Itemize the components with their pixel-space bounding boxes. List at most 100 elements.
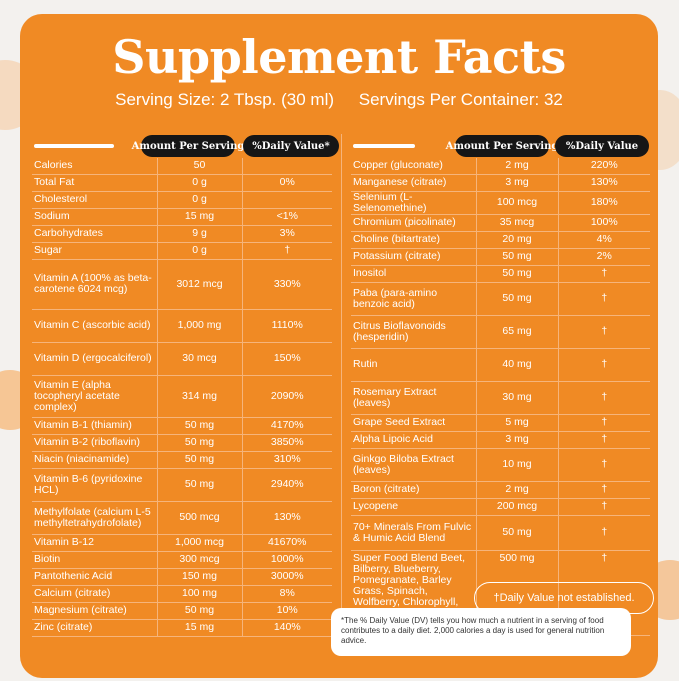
nutrient-row: Paba (para-amino benzoic acid) 50 mg † bbox=[351, 282, 650, 316]
nutrient-daily-value: † bbox=[557, 381, 650, 415]
nutrient-amount: 2 mg bbox=[475, 158, 558, 175]
nutrient-daily-value: 2% bbox=[557, 248, 650, 266]
nutrient-daily-value: † bbox=[557, 515, 650, 551]
nutrient-daily-value: 130% bbox=[557, 174, 650, 192]
nutrient-row: Vitamin C (ascorbic acid) 1,000 mg 1110% bbox=[32, 309, 332, 343]
nutrient-row: Vitamin D (ergocalciferol) 30 mcg 150% bbox=[32, 342, 332, 376]
nutrient-amount: 30 mcg bbox=[156, 342, 242, 376]
nutrient-amount: 10 mg bbox=[475, 448, 558, 482]
nutrient-amount: 50 mg bbox=[156, 417, 242, 435]
nutrient-name: Pantothenic Acid bbox=[32, 568, 157, 586]
nutrient-name: Magnesium (citrate) bbox=[32, 602, 157, 620]
nutrient-amount: 50 mg bbox=[475, 282, 558, 316]
nutrient-daily-value: 2090% bbox=[241, 375, 332, 418]
nutrient-daily-value: 180% bbox=[557, 191, 650, 215]
nutrient-amount: 40 mg bbox=[475, 348, 558, 382]
nutrient-daily-value: 8% bbox=[241, 585, 332, 603]
nutrient-daily-value bbox=[241, 158, 332, 175]
nutrient-name: Rutin bbox=[351, 348, 476, 382]
nutrient-amount: 300 mcg bbox=[156, 551, 242, 569]
nutrient-name: Citrus Bioflavonoids (hesperidin) bbox=[351, 315, 476, 349]
nutrient-daily-value: † bbox=[557, 431, 650, 449]
serving-size: Serving Size: 2 Tbsp. (30 ml) bbox=[115, 90, 335, 109]
nutrient-amount: 30 mg bbox=[475, 381, 558, 415]
nutrient-name: Vitamin A (100% as beta-carotene 6024 mc… bbox=[32, 259, 157, 310]
nutrient-row: Rosemary Extract (leaves) 30 mg † bbox=[351, 381, 650, 415]
nutrient-row: Biotin 300 mcg 1000% bbox=[32, 551, 332, 569]
nutrient-name: Biotin bbox=[32, 551, 157, 569]
nutrient-daily-value: † bbox=[557, 348, 650, 382]
nutrient-daily-value bbox=[241, 191, 332, 209]
nutrient-amount: 50 mg bbox=[156, 468, 242, 502]
nutrient-name: Lycopene bbox=[351, 498, 476, 516]
nutrient-row: Chromium (picolinate) 35 mcg 100% bbox=[351, 214, 650, 232]
nutrient-name: Potassium (citrate) bbox=[351, 248, 476, 266]
nutrient-table-left: Calories 50 Total Fat 0 g 0% Cholesterol 0 g So… bbox=[32, 158, 332, 637]
nutrient-daily-value: 330% bbox=[241, 259, 332, 310]
nutrient-row: Total Fat 0 g 0% bbox=[32, 174, 332, 192]
nutrient-daily-value: † bbox=[557, 498, 650, 516]
daily-value-header: %Daily Value* bbox=[243, 135, 339, 157]
nutrient-amount: 50 mg bbox=[475, 265, 558, 283]
nutrient-name: Vitamin D (ergocalciferol) bbox=[32, 342, 157, 376]
nutrient-name: Rosemary Extract (leaves) bbox=[351, 381, 476, 415]
nutrient-amount: 100 mg bbox=[156, 585, 242, 603]
nutrient-name: Manganese (citrate) bbox=[351, 174, 476, 192]
nutrient-row: Magnesium (citrate) 50 mg 10% bbox=[32, 602, 332, 620]
nutrient-daily-value: 3% bbox=[241, 225, 332, 243]
nutrient-name: Vitamin C (ascorbic acid) bbox=[32, 309, 157, 343]
nutrient-daily-value: 140% bbox=[241, 619, 332, 637]
nutrient-row: Boron (citrate) 2 mg † bbox=[351, 481, 650, 499]
nutrient-daily-value: 0% bbox=[241, 174, 332, 192]
nutrient-row: Choline (bitartrate) 20 mg 4% bbox=[351, 231, 650, 249]
nutrient-name: Paba (para-amino benzoic acid) bbox=[351, 282, 476, 316]
nutrient-row: Calcium (citrate) 100 mg 8% bbox=[32, 585, 332, 603]
nutrient-row: Potassium (citrate) 50 mg 2% bbox=[351, 248, 650, 266]
nutrient-name: Niacin (niacinamide) bbox=[32, 451, 157, 469]
daily-value-header: %Daily Value bbox=[555, 135, 649, 157]
nutrient-name: Zinc (citrate) bbox=[32, 619, 157, 637]
column-divider bbox=[341, 134, 342, 616]
nutrient-row: Methylfolate (calcium L-5 methyltetrahyd… bbox=[32, 501, 332, 535]
nutrient-row: Sugar 0 g † bbox=[32, 242, 332, 260]
nutrient-amount: 20 mg bbox=[475, 231, 558, 249]
nutrient-amount: 0 g bbox=[156, 242, 242, 260]
nutrient-row: Calories 50 bbox=[32, 158, 332, 175]
page-title: Supplement Facts bbox=[112, 30, 566, 84]
nutrient-row: Pantothenic Acid 150 mg 3000% bbox=[32, 568, 332, 586]
nutrient-daily-value: 130% bbox=[241, 501, 332, 535]
nutrient-amount: 65 mg bbox=[475, 315, 558, 349]
nutrient-row: Sodium 15 mg <1% bbox=[32, 208, 332, 226]
header-bar bbox=[34, 144, 114, 148]
nutrient-amount: 35 mcg bbox=[475, 214, 558, 232]
nutrient-name: Ginkgo Biloba Extract (leaves) bbox=[351, 448, 476, 482]
nutrient-table-right: Copper (gluconate) 2 mg 220% Manganese (cit… bbox=[351, 158, 650, 636]
nutrient-row: Zinc (citrate) 15 mg 140% bbox=[32, 619, 332, 637]
nutrient-daily-value: † bbox=[557, 315, 650, 349]
nutrient-row: Vitamin B-6 (pyridoxine HCL) 50 mg 2940% bbox=[32, 468, 332, 502]
nutrient-row: Ginkgo Biloba Extract (leaves) 10 mg † bbox=[351, 448, 650, 482]
nutrient-row: Inositol 50 mg † bbox=[351, 265, 650, 283]
nutrient-row: Vitamin A (100% as beta-carotene 6024 mc… bbox=[32, 259, 332, 310]
nutrient-name: Inositol bbox=[351, 265, 476, 283]
nutrient-daily-value: <1% bbox=[241, 208, 332, 226]
nutrient-name: Alpha Lipoic Acid bbox=[351, 431, 476, 449]
nutrient-name: Vitamin B-12 bbox=[32, 534, 157, 552]
nutrient-name: Cholesterol bbox=[32, 191, 157, 209]
nutrient-amount: 100 mcg bbox=[475, 191, 558, 215]
header-bar bbox=[353, 144, 415, 148]
nutrient-amount: 1,000 mcg bbox=[156, 534, 242, 552]
nutrient-amount: 150 mg bbox=[156, 568, 242, 586]
amount-header: Amount Per Serving bbox=[446, 135, 558, 157]
nutrient-daily-value: † bbox=[557, 481, 650, 499]
nutrient-daily-value: 41670% bbox=[241, 534, 332, 552]
nutrient-name: Choline (bitartrate) bbox=[351, 231, 476, 249]
nutrient-daily-value: 4170% bbox=[241, 417, 332, 435]
nutrient-daily-value: † bbox=[557, 448, 650, 482]
nutrient-row: Vitamin E (alpha tocopheryl acetate comp… bbox=[32, 375, 332, 418]
nutrient-name: Vitamin E (alpha tocopheryl acetate comp… bbox=[32, 375, 157, 418]
nutrient-amount: 2 mg bbox=[475, 481, 558, 499]
nutrient-name: 70+ Minerals From Fulvic & Humic Acid Bl… bbox=[351, 515, 476, 551]
nutrient-amount: 3012 mcg bbox=[156, 259, 242, 310]
nutrient-row: Lycopene 200 mcg † bbox=[351, 498, 650, 516]
